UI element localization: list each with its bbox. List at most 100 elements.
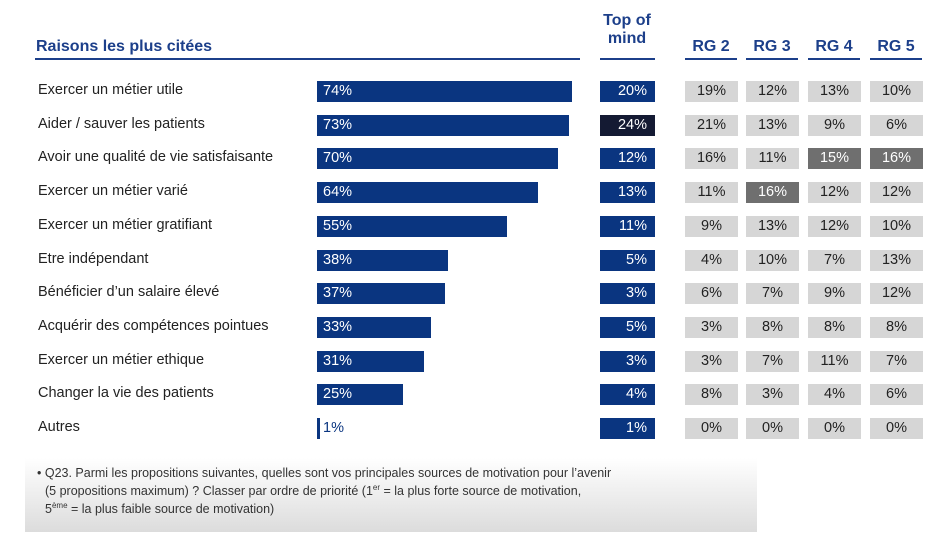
rg-cell: 15% — [808, 148, 861, 170]
rg-header-underline — [870, 58, 922, 60]
rg-cell: 7% — [746, 350, 799, 372]
category-label: Etre indépendant — [38, 250, 149, 267]
rg-cell: 12% — [746, 81, 799, 102]
rg-cell: 0% — [685, 418, 738, 439]
bar — [317, 418, 321, 439]
category-label: Avoir une qualité de vie satisfaisante — [38, 149, 274, 166]
bar-value-label: 1% — [323, 420, 344, 436]
top-of-mind-cell: 20% — [600, 81, 655, 102]
bar-value-label: 38% — [323, 251, 353, 268]
top-of-mind-header: Top of mind — [596, 12, 658, 48]
rg-cell: 10% — [746, 249, 799, 271]
rg-header: RG 3 — [753, 38, 791, 55]
footnote: • Q23. Parmi les propositions suivantes,… — [25, 458, 757, 532]
rg-cell: 13% — [746, 114, 799, 136]
top-of-mind-header-line2: mind — [607, 30, 647, 47]
top-of-mind-underline — [600, 58, 655, 60]
chart-row: Avoir une qualité de vie satisfaisante 70… — [0, 147, 945, 171]
top-of-mind-header-line1: Top of — [603, 12, 651, 29]
footnote-line3: 5ème = la plus faible source de motivati… — [37, 500, 757, 518]
category-label: Changer la vie des patients — [38, 385, 214, 402]
bar-value-label: 31% — [323, 352, 353, 369]
rg-cell: 6% — [870, 114, 923, 136]
footnote-line2-b: = la plus forte source de motivation, — [380, 484, 582, 498]
bar — [317, 283, 445, 305]
bar-value-label: 64% — [323, 184, 353, 201]
rg-cell: 12% — [870, 283, 923, 305]
title-underline — [35, 58, 580, 60]
rg-cell: 8% — [685, 384, 738, 406]
rg-cell: 13% — [746, 215, 799, 237]
rg-cell: 3% — [685, 316, 738, 338]
rg-cell: 0% — [870, 418, 923, 439]
top-of-mind-cell: 11% — [600, 215, 655, 237]
rg-cell: 8% — [746, 316, 799, 338]
rg-cell: 12% — [870, 182, 923, 204]
footnote-line3-b: = la plus faible source de motivation) — [67, 502, 275, 516]
rg-cell: 13% — [808, 81, 861, 102]
category-label: Exercer un métier utile — [38, 82, 184, 98]
rg-cell: 0% — [746, 418, 799, 439]
footnote-line2-sup: er — [372, 482, 381, 492]
rg-cell: 10% — [870, 215, 923, 237]
bar-value-label: 73% — [323, 116, 353, 133]
rg-cell: 6% — [685, 283, 738, 305]
rg-cell: 21% — [685, 114, 738, 136]
rg-header: RG 5 — [877, 38, 915, 55]
rg-cell: 8% — [870, 316, 923, 338]
rg-cell: 11% — [808, 350, 861, 372]
top-of-mind-cell: 3% — [600, 350, 655, 372]
top-of-mind-cell: 1% — [600, 418, 655, 439]
bar-value-label: 37% — [323, 285, 353, 302]
footnote-line3-sup: ème — [51, 500, 68, 510]
rg-cell: 6% — [870, 384, 923, 406]
rg-cell: 7% — [870, 350, 923, 372]
chart-row: Exercer un métier varié 64% 13% 11% 16% 12% 12… — [0, 181, 945, 205]
rg-header-underline — [808, 58, 860, 60]
top-of-mind-cell: 5% — [600, 249, 655, 271]
rg-cell: 12% — [808, 215, 861, 237]
rg-header: RG 2 — [692, 38, 730, 55]
top-of-mind-cell: 5% — [600, 316, 655, 338]
chart-row: Exercer un métier ethique 31% 3% 3% 7% 11% 7% — [0, 350, 945, 374]
chart-row: Aider / sauver les patients 73% 24% 21% 13% 9… — [0, 114, 945, 138]
top-of-mind-cell: 3% — [600, 283, 655, 305]
chart-row: Autres 1% 1% 0% 0% 0% 0% — [0, 417, 945, 441]
chart-row: Acquérir des compétences pointues 33% 5% 3%… — [0, 316, 945, 340]
top-of-mind-cell: 13% — [600, 182, 655, 204]
chart-title: Raisons les plus citées — [36, 38, 213, 55]
rg-cell: 4% — [808, 384, 861, 406]
rg-cell: 3% — [746, 384, 799, 406]
rg-cell: 16% — [870, 148, 923, 170]
top-of-mind-cell: 4% — [600, 384, 655, 406]
rg-cell: 0% — [808, 418, 861, 439]
top-of-mind-cell: 12% — [600, 148, 655, 170]
bar — [317, 384, 404, 406]
bar — [317, 249, 448, 271]
rg-cell: 9% — [685, 215, 738, 237]
category-label: Exercer un métier ethique — [38, 351, 205, 368]
rg-cell: 4% — [685, 249, 738, 271]
chart-row: Exercer un métier utile 74% 20% 19% 12% 13% 10… — [0, 80, 945, 104]
rg-cell: 16% — [746, 182, 799, 204]
category-label: Autres — [38, 419, 80, 435]
bar-value-label: 74% — [323, 83, 353, 99]
rg-cell: 9% — [808, 114, 861, 136]
footnote-line3-a: 5 — [45, 502, 52, 516]
chart-row: Bénéficier d’un salaire élevé 37% 3% 6% 7% 9%… — [0, 282, 945, 306]
bar — [317, 114, 569, 136]
footnote-line2: (5 propositions maximum) ? Classer par o… — [37, 482, 757, 500]
chart-row: Changer la vie des patients 25% 4% 8% 3% 4% 6% — [0, 383, 945, 407]
rg-cell: 9% — [808, 283, 861, 305]
bar — [317, 215, 507, 237]
category-label: Exercer un métier varié — [38, 183, 188, 200]
chart-row: Exercer un métier gratifiant 55% 11% 9% 13% 1… — [0, 215, 945, 239]
rg-cell: 16% — [685, 148, 738, 170]
rg-cell: 7% — [746, 283, 799, 305]
bar — [317, 81, 572, 102]
rg-cell: 8% — [808, 316, 861, 338]
footnote-line2-a: (5 propositions maximum) ? Classer par o… — [45, 484, 373, 498]
footnote-line1: • Q23. Parmi les propositions suivantes,… — [37, 466, 612, 480]
rg-cell: 11% — [685, 182, 738, 204]
category-label: Aider / sauver les patients — [38, 115, 205, 132]
